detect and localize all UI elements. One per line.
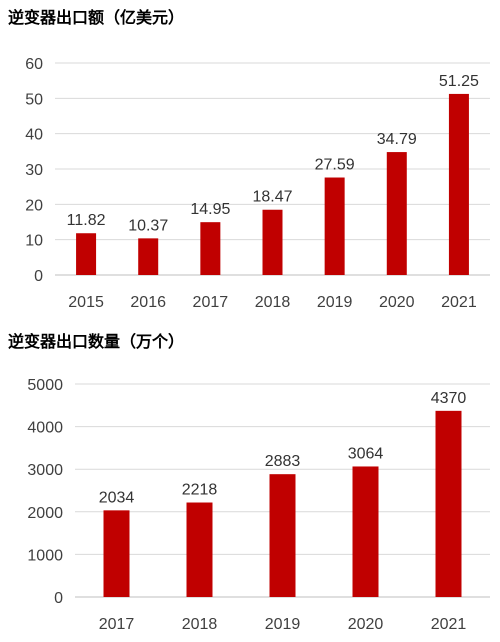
bar-2017 bbox=[103, 510, 130, 597]
data-label: 34.79 bbox=[377, 131, 417, 148]
x-tick-label: 2021 bbox=[431, 616, 467, 633]
data-label: 27.59 bbox=[315, 157, 355, 174]
bar-2016 bbox=[138, 238, 159, 275]
x-tick-label: 2020 bbox=[379, 294, 415, 311]
y-tick-label: 50 bbox=[25, 91, 43, 108]
y-tick-label: 1000 bbox=[27, 547, 63, 564]
y-tick-label: 20 bbox=[25, 197, 43, 214]
y-tick-label: 60 bbox=[25, 56, 43, 73]
x-tick-label: 2019 bbox=[317, 294, 353, 311]
bar-2015 bbox=[76, 233, 97, 275]
data-label: 11.82 bbox=[67, 212, 106, 229]
y-tick-label: 3000 bbox=[27, 462, 63, 479]
x-tick-label: 2021 bbox=[441, 294, 477, 311]
y-tick-label: 10 bbox=[25, 233, 43, 250]
bar-2020 bbox=[352, 466, 379, 597]
data-label: 3064 bbox=[348, 445, 384, 462]
bar-2017 bbox=[200, 222, 221, 275]
bar-2019 bbox=[324, 177, 345, 275]
bar-2018 bbox=[262, 209, 283, 275]
y-tick-label: 0 bbox=[54, 590, 63, 607]
x-tick-label: 2017 bbox=[99, 616, 135, 633]
export-quantity-chart-plot: 0 1000 2000 3000 4000 5000 2034 2017 2218 2018 288… bbox=[27, 377, 490, 633]
x-tick-label: 2016 bbox=[130, 294, 166, 311]
bar-2021 bbox=[435, 410, 462, 597]
y-tick-label: 5000 bbox=[27, 377, 63, 394]
data-label: 2883 bbox=[265, 453, 301, 470]
y-tick-label: 30 bbox=[25, 162, 43, 179]
y-tick-label: 2000 bbox=[27, 505, 63, 522]
data-label: 51.25 bbox=[439, 73, 479, 90]
x-tick-label: 2020 bbox=[348, 616, 384, 633]
export-value-chart: 逆变器出口额（亿美元） 0 10 20 30 40 50 60 11.82 2015 10.37 2… bbox=[0, 0, 500, 320]
chart-title: 逆变器出口额（亿美元） bbox=[8, 8, 185, 27]
bar-2020 bbox=[386, 152, 407, 275]
x-tick-label: 2018 bbox=[182, 616, 218, 633]
chart-title: 逆变器出口数量（万个） bbox=[8, 332, 185, 351]
x-tick-label: 2017 bbox=[193, 294, 229, 311]
bar-2018 bbox=[186, 502, 213, 597]
export-value-chart-plot: 0 10 20 30 40 50 60 11.82 2015 10.37 2016 14.95 2017… bbox=[25, 56, 490, 311]
data-label: 18.47 bbox=[252, 189, 292, 206]
export-quantity-chart: 逆变器出口数量（万个） 0 1000 2000 3000 4000 5000 2034 201… bbox=[0, 322, 500, 642]
x-tick-label: 2015 bbox=[68, 294, 104, 311]
y-tick-label: 40 bbox=[25, 127, 43, 144]
data-label: 2218 bbox=[182, 482, 218, 499]
data-label: 4370 bbox=[431, 390, 467, 407]
x-tick-label: 2019 bbox=[265, 616, 301, 633]
y-tick-label: 4000 bbox=[27, 420, 63, 437]
bar-2021 bbox=[448, 93, 469, 276]
x-tick-label: 2018 bbox=[255, 294, 291, 311]
data-label: 10.37 bbox=[128, 217, 168, 234]
bar-2019 bbox=[269, 474, 296, 597]
data-label: 2034 bbox=[99, 489, 135, 506]
y-tick-label: 0 bbox=[34, 268, 43, 285]
data-label: 14.95 bbox=[190, 201, 230, 218]
